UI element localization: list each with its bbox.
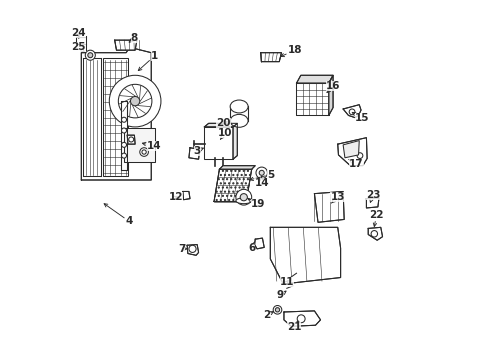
Polygon shape [367, 227, 382, 240]
Circle shape [297, 315, 305, 323]
Circle shape [356, 153, 362, 158]
Circle shape [130, 96, 140, 106]
Polygon shape [115, 40, 137, 50]
Polygon shape [204, 123, 237, 127]
Polygon shape [254, 238, 264, 249]
Text: 25: 25 [71, 42, 86, 53]
Text: 16: 16 [325, 81, 340, 93]
Ellipse shape [230, 114, 247, 127]
Bar [204, 127, 233, 159]
Bar [124, 128, 155, 162]
Text: 9: 9 [276, 291, 285, 301]
Polygon shape [337, 138, 366, 166]
Text: 5: 5 [249, 170, 273, 181]
Circle shape [85, 50, 95, 60]
Polygon shape [127, 135, 135, 144]
Text: 14: 14 [142, 141, 161, 151]
Circle shape [121, 142, 126, 147]
Polygon shape [214, 169, 251, 202]
Ellipse shape [230, 100, 247, 113]
Text: 22: 22 [368, 210, 383, 226]
Text: 11: 11 [279, 277, 293, 287]
Polygon shape [343, 140, 359, 158]
Polygon shape [230, 107, 247, 121]
Text: 20: 20 [216, 118, 230, 128]
Polygon shape [328, 75, 332, 116]
Circle shape [188, 245, 196, 252]
Polygon shape [121, 101, 127, 170]
Polygon shape [81, 47, 151, 180]
Circle shape [109, 75, 161, 127]
Circle shape [88, 53, 93, 58]
Text: 23: 23 [365, 190, 379, 202]
Polygon shape [366, 198, 378, 208]
Circle shape [142, 150, 146, 154]
Text: 10: 10 [217, 129, 231, 140]
Text: 13: 13 [330, 192, 344, 203]
Text: 24: 24 [71, 28, 86, 38]
Circle shape [140, 148, 148, 156]
Polygon shape [260, 53, 281, 62]
Circle shape [259, 170, 264, 175]
Circle shape [275, 308, 279, 312]
Text: 6: 6 [247, 242, 255, 253]
Polygon shape [188, 148, 199, 159]
Polygon shape [270, 227, 340, 284]
Polygon shape [343, 105, 360, 118]
Circle shape [121, 153, 126, 158]
Polygon shape [183, 192, 190, 200]
Circle shape [118, 84, 152, 118]
Polygon shape [284, 311, 320, 326]
Circle shape [128, 137, 133, 142]
Text: 12: 12 [168, 192, 183, 202]
Bar [102, 58, 128, 176]
Circle shape [121, 128, 126, 133]
Circle shape [121, 117, 126, 122]
Text: 1: 1 [138, 51, 158, 71]
Text: 21: 21 [286, 321, 301, 332]
Polygon shape [219, 166, 255, 169]
Circle shape [240, 194, 247, 201]
Polygon shape [296, 75, 332, 83]
Text: 18: 18 [281, 45, 301, 57]
Text: 7: 7 [178, 244, 187, 254]
Circle shape [370, 230, 377, 237]
Text: 14: 14 [254, 176, 268, 188]
Text: 19: 19 [248, 199, 265, 210]
Circle shape [273, 306, 281, 314]
Circle shape [348, 148, 355, 155]
Circle shape [348, 109, 354, 115]
Bar [296, 83, 328, 116]
Polygon shape [233, 123, 237, 159]
Text: 17: 17 [348, 159, 363, 169]
Text: 15: 15 [351, 112, 368, 123]
Text: 2: 2 [263, 310, 273, 320]
Polygon shape [314, 192, 344, 222]
Text: 8: 8 [129, 33, 138, 43]
Polygon shape [187, 244, 198, 255]
Text: 4: 4 [104, 204, 132, 226]
Circle shape [235, 189, 251, 205]
Circle shape [255, 167, 267, 179]
Ellipse shape [235, 198, 251, 204]
Text: 3: 3 [193, 145, 203, 156]
